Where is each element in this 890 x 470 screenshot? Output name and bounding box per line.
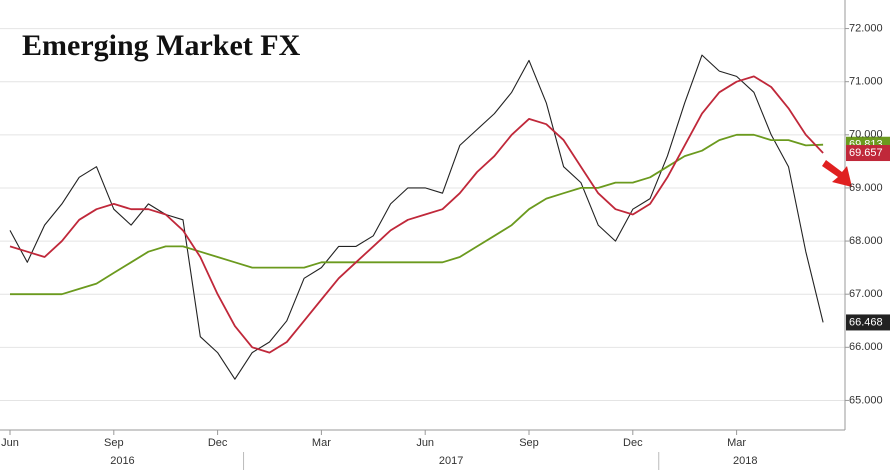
y-tick-label: 72.000 (849, 22, 883, 34)
year-label: 2017 (439, 455, 463, 467)
y-tick-label: 68.000 (849, 235, 883, 247)
x-tick-label: Jun (1, 437, 19, 449)
x-tick-label: Dec (623, 437, 643, 449)
end-label-box (846, 314, 890, 331)
year-label: 2018 (733, 455, 757, 467)
x-tick-label: Mar (727, 437, 746, 449)
y-tick-label: 67.000 (849, 288, 883, 300)
end-label: 69.657 (849, 147, 883, 159)
x-tick-label: Jun (416, 437, 434, 449)
y-tick-label: 66.000 (849, 341, 883, 353)
end-label: 66.468 (849, 316, 883, 328)
series-line (9, 54, 824, 380)
y-tick-label: 65.000 (849, 394, 883, 406)
x-tick-label: Sep (104, 437, 124, 449)
plot (9, 54, 824, 380)
annotation-arrow (822, 160, 852, 187)
y-tick-label: 71.000 (849, 76, 883, 88)
y-tick-label: 70.000 (849, 129, 883, 141)
x-tick-label: Dec (208, 437, 228, 449)
chart-title: Emerging Market FX (22, 29, 301, 62)
year-label: 2016 (110, 455, 134, 467)
series-line (10, 133, 824, 296)
x-tick-label: Mar (312, 437, 331, 449)
end-label-box (846, 145, 890, 162)
x-tick-label: Sep (519, 437, 539, 449)
y-tick-label: 69.000 (849, 182, 883, 194)
series-line (9, 75, 824, 354)
